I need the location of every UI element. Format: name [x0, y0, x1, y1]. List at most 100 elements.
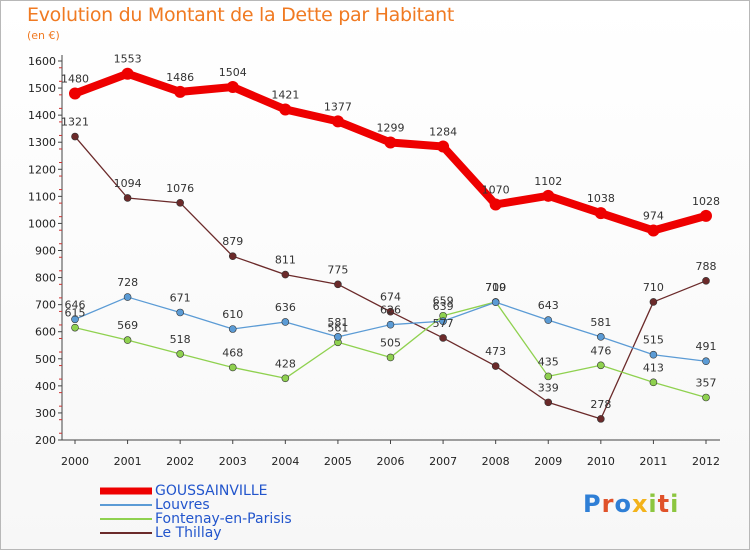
data-label-s1: 643: [538, 299, 559, 312]
data-point-s3: [491, 362, 500, 370]
data-point-s1: [649, 350, 658, 359]
data-label-s1: 626: [380, 304, 401, 317]
y-tick-label: 900: [35, 245, 56, 258]
data-point-s0: [69, 87, 81, 100]
data-label-s3: 879: [222, 235, 243, 248]
data-label-s3: 710: [643, 281, 664, 294]
data-label-s0: 1102: [534, 175, 562, 188]
logo-letter: r: [601, 490, 615, 518]
data-label-s2: 505: [380, 336, 401, 349]
data-label-s3: 1321: [61, 116, 89, 129]
data-label-s1: 639: [433, 300, 454, 313]
data-point-s3: [702, 277, 710, 285]
x-tick-label: 2008: [482, 455, 510, 468]
y-tick-label: 1000: [28, 217, 56, 230]
x-tick-label: 2003: [219, 455, 247, 468]
data-point-s1: [597, 333, 605, 341]
y-tick-label: 1300: [28, 136, 56, 149]
logo-letter: P: [583, 490, 602, 518]
data-label-s0: 1284: [429, 126, 457, 139]
data-label-s3: 278: [590, 398, 611, 411]
data-point-s1: [334, 333, 342, 341]
data-label-s0: 974: [643, 209, 664, 222]
data-point-s1: [491, 298, 500, 307]
data-label-s3: 811: [275, 254, 296, 267]
data-point-s2: [544, 372, 553, 381]
data-point-s1: [176, 308, 184, 317]
data-point-s3: [334, 280, 342, 289]
data-label-s2: 468: [222, 346, 243, 359]
data-point-s2: [71, 323, 79, 332]
data-point-s1: [386, 320, 395, 329]
chart-subtitle: (en €): [27, 29, 60, 42]
data-label-s0: 1486: [166, 71, 194, 84]
data-point-s1: [544, 316, 553, 324]
data-label-s1: 491: [696, 340, 717, 353]
y-tick-label: 1500: [28, 82, 56, 95]
data-label-s2: 428: [275, 357, 296, 370]
proxiti-logo: Proxiti: [583, 490, 679, 518]
logo-letter: i: [670, 490, 680, 518]
data-point-s3: [649, 298, 658, 306]
data-point-s3: [281, 270, 290, 279]
data-label-s3: 1094: [114, 177, 142, 190]
data-point-s0: [700, 209, 712, 222]
data-label-s3: 775: [327, 263, 348, 276]
data-label-s1: 581: [590, 316, 611, 329]
data-point-s1: [123, 293, 132, 301]
data-point-s0: [489, 198, 502, 211]
x-tick-label: 2004: [271, 455, 299, 468]
data-label-s0: 1480: [61, 72, 89, 85]
data-label-s2: 435: [538, 355, 559, 368]
data-point-s3: [228, 252, 237, 260]
data-label-s0: 1299: [377, 121, 405, 134]
data-point-s0: [647, 224, 660, 237]
data-label-s3: 1076: [166, 182, 194, 195]
data-point-s2: [597, 361, 605, 370]
data-label-s1: 581: [327, 316, 348, 329]
y-tick-label: 800: [35, 272, 56, 285]
data-label-s2: 615: [65, 307, 86, 320]
x-tick-label: 2000: [61, 455, 89, 468]
data-point-s1: [439, 317, 447, 325]
data-label-s2: 659: [433, 295, 454, 308]
y-tick-label: 500: [35, 353, 56, 366]
data-label-s2: 413: [643, 361, 664, 374]
legend-label-fontenay: Fontenay-en-Parisis: [155, 511, 292, 527]
data-label-s3: 788: [696, 260, 717, 273]
x-tick-label: 2002: [166, 455, 194, 468]
data-point-s0: [437, 140, 450, 153]
data-label-s1: 728: [117, 276, 138, 289]
data-point-s3: [439, 334, 447, 342]
data-point-s2: [281, 374, 290, 383]
x-tick-label: 2006: [377, 455, 405, 468]
x-tick-label: 2001: [114, 455, 142, 468]
x-tick-label: 2010: [587, 455, 615, 468]
series-line-0: [73, 69, 708, 235]
data-point-s1: [702, 357, 710, 366]
data-label-s1: 709: [485, 281, 506, 294]
data-label-s2: 476: [590, 344, 611, 357]
data-label-s1: 610: [222, 308, 243, 321]
legend-swatch-louvres: [100, 504, 152, 506]
y-tick-label: 400: [35, 380, 56, 393]
data-label-s2: 357: [696, 376, 717, 389]
legend-label-goussainville: GOUSSAINVILLE: [155, 483, 268, 499]
y-tick-label: 700: [35, 299, 56, 312]
y-tick-label: 300: [35, 407, 56, 420]
data-label-s2: 569: [117, 319, 138, 332]
data-label-s2: 518: [170, 333, 191, 346]
data-point-s0: [594, 207, 607, 220]
data-point-s0: [226, 80, 239, 93]
data-point-s3: [123, 194, 132, 202]
data-label-s0: 1038: [587, 192, 615, 205]
data-point-s3: [597, 415, 605, 423]
x-tick-label: 2012: [692, 455, 720, 468]
y-tick-label: 1600: [28, 55, 56, 68]
y-tick-label: 1200: [28, 163, 56, 176]
x-tick-label: 2005: [324, 455, 352, 468]
data-point-s1: [228, 325, 237, 333]
logo-letter: o: [614, 490, 632, 518]
data-point-s2: [228, 363, 237, 372]
